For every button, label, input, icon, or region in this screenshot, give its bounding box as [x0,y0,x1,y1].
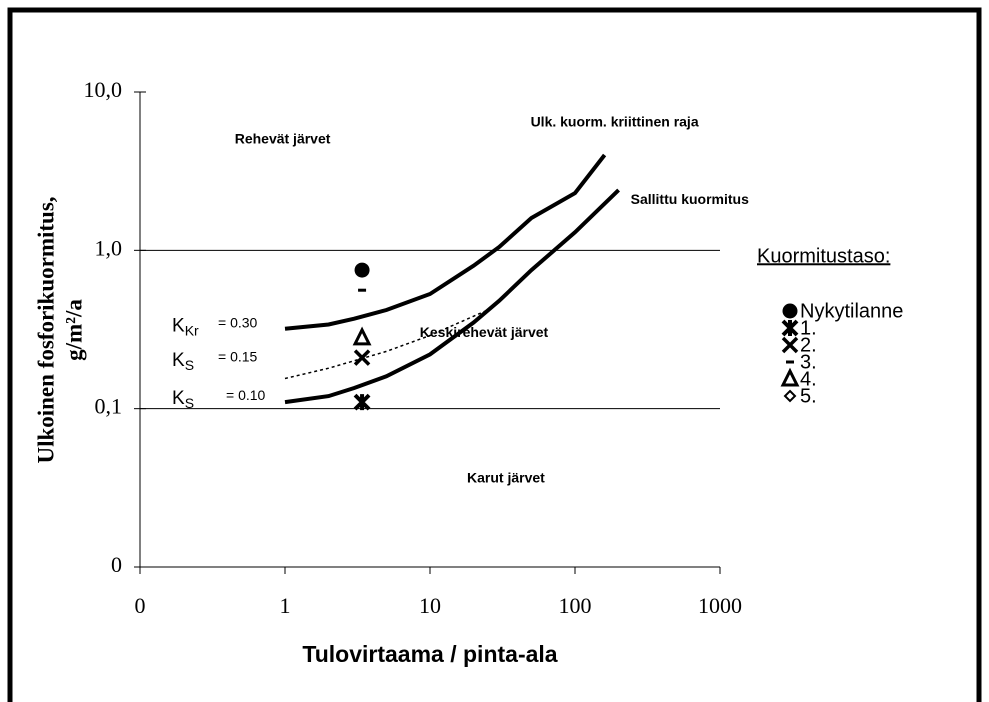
curve-label: Ulk. kuorm. kriittinen raja [531,114,699,130]
legend-label: 1. [800,317,817,339]
marker-shape [353,349,371,366]
marker-shape [782,303,798,319]
x-tick-label: 1 [280,593,291,618]
x-tick-label: 0 [135,593,146,618]
k-value: = 0.30 [218,314,258,330]
y-tick-label: 0 [111,552,122,577]
y-axis-title: Ulkoinen fosforikuormitus, [33,196,58,463]
k-symbol: K [172,388,185,409]
marker-circle [354,262,370,278]
curve [284,309,489,380]
region-label: Karut järvet [467,470,545,486]
legend-label: 2. [800,334,817,356]
k-value: = 0.15 [218,349,258,365]
marker-shape [783,389,797,403]
k-subscript: S [185,357,194,373]
marker-x [781,336,799,354]
legend-label: 4. [800,368,817,390]
legend-title: Kuormitustaso: [757,245,890,267]
marker-shape [354,262,370,278]
marker-triangle [352,326,372,346]
y-tick-label: 10,0 [84,77,123,102]
k-symbol: K [172,350,185,371]
legend-label: 5. [800,385,817,407]
marker-shape [781,336,799,354]
k-label: KKr [172,316,199,339]
region-label: Keskirehevät järvet [420,324,549,340]
marker-circle [782,303,798,319]
marker-shape [353,393,371,411]
y-tick-label: 0,1 [95,394,123,419]
region-label: Rehevät järvet [235,130,331,146]
frame [7,7,982,702]
marker-diamond [783,389,797,403]
curve [284,153,607,331]
marker-x [353,349,371,366]
x-tick-label: 1000 [698,593,742,618]
k-symbol: K [172,316,185,337]
marker-shape [352,326,372,346]
curve-label: Sallittu kuormitus [631,191,749,207]
x-axis-title: Tulovirtaama / pinta-ala [302,641,557,667]
marker-dash [358,288,367,292]
curve [284,188,620,405]
marker-shape [780,367,800,387]
k-label: KS [172,350,194,373]
marker-dash [786,360,794,364]
marker-star [781,319,799,337]
marker-star [353,393,371,411]
x-tick-label: 100 [559,593,592,618]
marker-shape [781,319,799,337]
k-subscript: S [185,395,194,411]
x-tick-label: 10 [419,593,441,618]
marker-shape [358,288,367,292]
legend-label: Nykytilanne [800,300,903,322]
y-axis-title: g/m²/a [61,299,86,361]
marker-triangle [780,367,800,387]
k-subscript: Kr [185,322,199,338]
k-value: = 0.10 [226,387,266,403]
legend-label: 3. [800,351,817,373]
marker-shape [786,360,794,364]
y-tick-label: 1,0 [95,235,123,260]
k-label: KS [172,388,194,411]
